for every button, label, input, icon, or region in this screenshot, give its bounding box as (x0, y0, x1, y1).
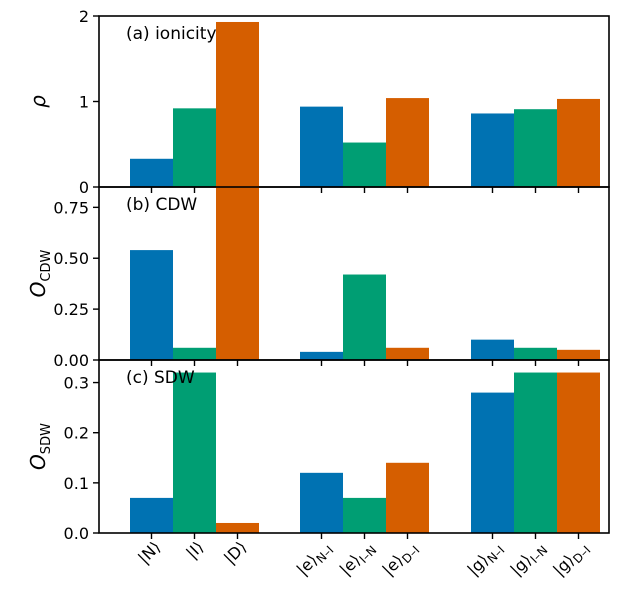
bar-ionicity-4 (300, 106, 343, 187)
panel-label-sdw: (c) SDW (126, 368, 195, 388)
bar-sdw-7 (471, 392, 514, 533)
bar-ionicity-7 (471, 113, 514, 187)
x-category-label-9: |g⟩D–I (549, 537, 593, 581)
panel-sdw: 0.0 0.1 0.2 0.3 (c) SDW OSDW (26, 359, 610, 543)
panel-cdw: 0.00 0.25 0.50 0.75 (b) CDW OCDW (26, 174, 610, 370)
ytick-label-cdw-3: 0.75 (53, 198, 89, 217)
bar-ionicity-9 (557, 98, 600, 187)
panel-ionicity: 0 1 2 (a) ionicity ρ (26, 7, 610, 197)
bar-sdw-1 (130, 497, 173, 533)
ytick-label-sdw-2: 0.2 (64, 424, 89, 443)
bar-sdw-4 (300, 472, 343, 533)
bar-sdw-2 (173, 372, 216, 533)
ytick-label-sdw-3: 0.3 (64, 374, 89, 393)
ylabel-ionicity: ρ (26, 95, 50, 108)
ytick-label-cdw-0: 0.00 (53, 351, 89, 370)
panel-label-ionicity: (a) ionicity (126, 24, 217, 44)
panel-label-cdw: (b) CDW (126, 195, 197, 215)
x-category-label-2: |I⟩ (182, 537, 207, 562)
x-category-label-7: |g⟩N–I (463, 537, 507, 581)
bar-cdw-6 (386, 347, 429, 360)
bar-ionicity-2 (173, 108, 216, 187)
x-category-label-1: |N⟩ (134, 537, 164, 567)
x-category-labels: |N⟩ |I⟩ |D⟩ |e⟩N–I |e⟩I–N|e⟩D–I |g⟩N–I|g⟩I–N|… (134, 537, 593, 581)
bar-cdw-7 (471, 339, 514, 360)
bar-ionicity-3 (216, 21, 259, 187)
bar-cdw-9 (557, 349, 600, 360)
ytick-label-cdw-1: 0.25 (53, 300, 89, 319)
ytick-label-ionicity-2: 2 (79, 7, 89, 26)
bar-ionicity-6 (386, 98, 429, 187)
x-category-label-8: |g⟩I–N (506, 537, 550, 581)
bar-cdw-3 (216, 174, 259, 360)
bar-cdw-1 (130, 250, 173, 360)
panel-frame-sdw (98, 359, 610, 534)
x-category-label-4: |e⟩N–I (293, 537, 337, 581)
ytick-label-sdw-0: 0.0 (64, 524, 89, 543)
ylabel-cdw: OCDW (26, 250, 54, 298)
ytick-label-ionicity-1: 1 (79, 93, 89, 112)
bar-ionicity-8 (514, 109, 557, 187)
bar-sdw-8 (514, 372, 557, 533)
x-category-label-5: |e⟩I–N (336, 537, 380, 581)
x-category-label-6: |e⟩D–I (378, 537, 422, 581)
ytick-label-sdw-1: 0.1 (64, 474, 89, 493)
ytick-label-cdw-2: 0.50 (53, 249, 89, 268)
bar-sdw-5 (343, 497, 386, 533)
bar-sdw-9 (557, 372, 600, 533)
ytick-label-ionicity-0: 0 (79, 178, 89, 197)
bar-sdw-3 (216, 522, 259, 533)
bar-cdw-4 (300, 351, 343, 360)
bar-cdw-5 (343, 274, 386, 360)
bar-sdw-6 (386, 462, 429, 533)
bar-ionicity-1 (130, 158, 173, 187)
ylabel-sdw: OSDW (26, 423, 54, 470)
bar-ionicity-5 (343, 142, 386, 187)
bar-cdw-8 (514, 347, 557, 360)
bar-cdw-2 (173, 347, 216, 360)
x-category-label-3: |D⟩ (220, 537, 250, 567)
